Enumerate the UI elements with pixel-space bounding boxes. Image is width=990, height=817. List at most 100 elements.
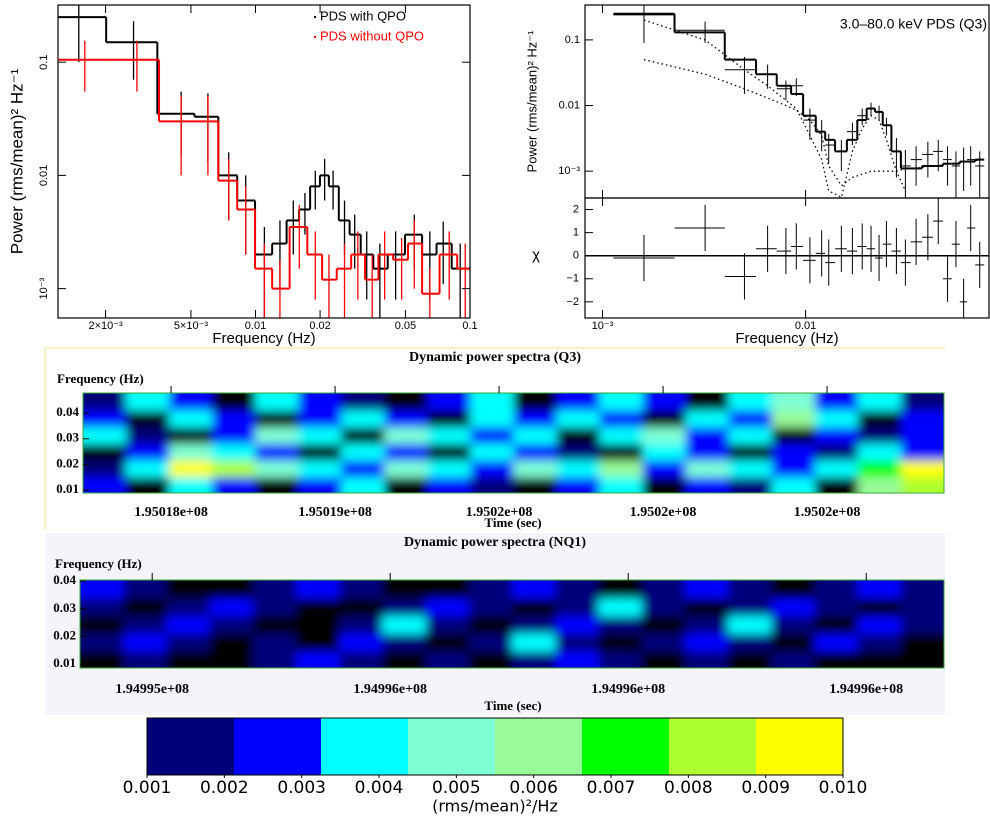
heatmap-cell (298, 393, 343, 411)
heatmap-cell (598, 650, 643, 668)
heatmap-cell (771, 443, 816, 461)
heatmap-cell (685, 409, 730, 428)
heatmap-cell (771, 615, 816, 634)
heatmap-cell (298, 476, 343, 493)
colorbar-bin (669, 718, 756, 775)
heatmap-cell (166, 580, 211, 599)
heatmap-cell (255, 443, 300, 461)
heatmap-cell (900, 580, 944, 599)
heatmap-cell (83, 409, 128, 428)
heatmap-cell (685, 476, 730, 493)
heatmap-cell (684, 580, 729, 599)
heatmap-cell (685, 459, 730, 478)
heatmap-cell (126, 426, 171, 444)
heatmap-cell (123, 632, 168, 652)
heatmap-cell (209, 650, 254, 668)
heatmap-cell (169, 459, 214, 478)
heatmap-cell (857, 632, 902, 652)
heatmap-cell (857, 597, 902, 617)
heatmap-cell (556, 426, 601, 444)
heatmap-cell (382, 597, 427, 617)
heatmap-cell (255, 426, 300, 444)
heatmap-cell (126, 409, 171, 428)
heatmap-cell (556, 443, 601, 461)
heatmap-cell (641, 580, 686, 599)
heatmap-cell (900, 615, 944, 634)
heatmap-cell (83, 393, 128, 411)
heatmap-cell (296, 632, 341, 652)
heatmap-cell (814, 615, 859, 634)
heatmap-cell (857, 580, 902, 599)
colorbar-bin (147, 718, 234, 775)
heatmap-cell (513, 393, 558, 411)
heatmap-cell (341, 409, 386, 428)
heatmap-cell (556, 459, 601, 478)
y-tick-label: 0.01 (56, 481, 79, 496)
heatmap-cell (900, 409, 944, 428)
heatmap-cell (857, 459, 902, 478)
heatmap-cell (598, 615, 643, 634)
heatmap-cell (209, 615, 254, 634)
annotation: 3.0–80.0 keV PDS (Q3) (840, 16, 987, 32)
heatmap-cell (169, 443, 214, 461)
colorbar-tick-label: 0.006 (509, 778, 558, 798)
chart-title: Dynamic power spectra (NQ1) (404, 535, 586, 550)
heatmap-cell (771, 393, 816, 411)
heatmap-cell (512, 597, 557, 617)
heatmap-cell (341, 443, 386, 461)
y-tick-label: 10⁻³ (558, 165, 580, 177)
heatmap-cell (555, 615, 600, 634)
heatmap-cell (470, 393, 515, 411)
heatmap-cell (425, 632, 470, 652)
heatmap-cell (427, 476, 472, 493)
heatmap-cell (80, 597, 125, 617)
heatmap-cell (900, 650, 944, 668)
heatmap-cell (599, 476, 644, 493)
heatmap-cell (166, 615, 211, 634)
heatmap-cell (252, 650, 297, 668)
x-tick-label: 0.05 (395, 320, 416, 332)
heatmap-cell (771, 426, 816, 444)
heatmap-cell (513, 409, 558, 428)
heatmap-cell (470, 459, 515, 478)
heatmap-cell (599, 426, 644, 444)
heatmap-cell (341, 459, 386, 478)
heatmap-cell (341, 393, 386, 411)
y-tick-label: 0.02 (56, 455, 79, 470)
heatmap-cell (728, 650, 773, 668)
heatmap-cell (384, 409, 429, 428)
heatmap-cell (252, 632, 297, 652)
heatmap-cell (684, 632, 729, 652)
x-tick-label: 1.95019e+08 (298, 505, 372, 520)
legend-label: PDS with QPO (320, 8, 406, 23)
heatmap-cell (685, 426, 730, 444)
heatmap-cell (857, 615, 902, 634)
heatmap-cell (857, 426, 902, 444)
x-tick-label: 0.01 (795, 320, 816, 332)
heatmap-cell (298, 426, 343, 444)
heatmap-cell (900, 597, 944, 617)
heatmap-cell (728, 443, 773, 461)
y-tick-label: 1 (573, 227, 579, 239)
heatmap-cell (900, 393, 944, 411)
heatmap-cell (252, 615, 297, 634)
heatmap-cell (470, 476, 515, 493)
colorbar-tick-label: 0.001 (123, 778, 172, 798)
colorbar-tick-label: 0.005 (432, 778, 481, 798)
heatmap-cell (468, 632, 513, 652)
heatmap-cell (425, 650, 470, 668)
heatmap-cell (83, 426, 128, 444)
colorbar-tick-label: 0.010 (819, 778, 868, 798)
x-tick-label: 1.9502e+08 (466, 505, 533, 520)
heatmap-cell (384, 476, 429, 493)
heatmap-cell (641, 650, 686, 668)
heatmap-cell (814, 597, 859, 617)
heatmap-cell (900, 459, 944, 478)
heatmap-cell (771, 476, 816, 493)
colorbar-tick-label: 0.009 (741, 778, 790, 798)
heatmap-cell (642, 409, 687, 428)
colorbar-bin (408, 718, 495, 775)
heatmap-cell (296, 650, 341, 668)
heatmap-cell (169, 409, 214, 428)
